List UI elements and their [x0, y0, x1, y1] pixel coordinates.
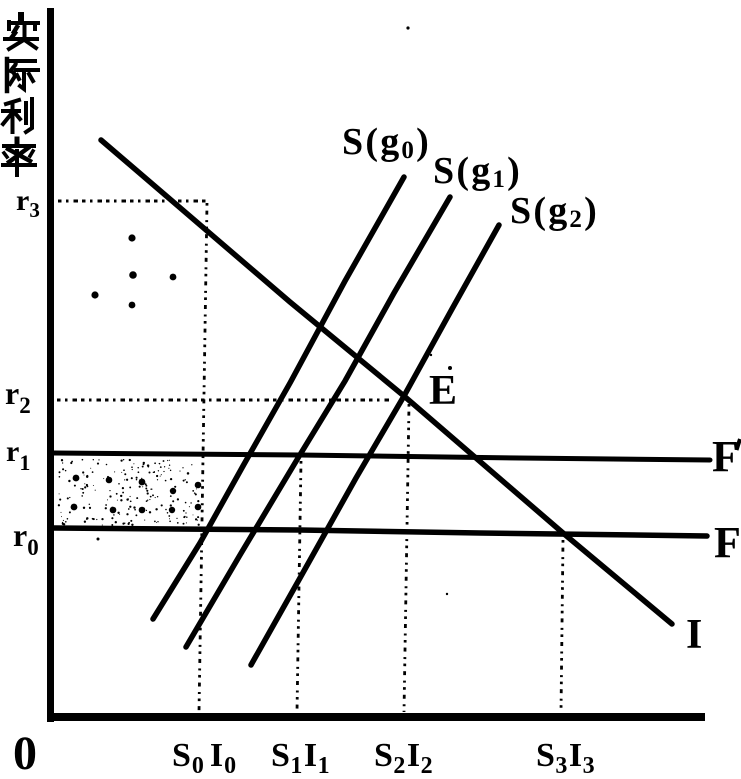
svg-text:F: F [712, 432, 739, 481]
svg-text:F: F [714, 518, 741, 567]
svg-text:E: E [429, 368, 457, 414]
svg-text:S(g0): S(g0) [342, 121, 431, 164]
svg-text:S(g1): S(g1) [433, 150, 522, 193]
svg-text:I: I [686, 612, 702, 658]
svg-text:0: 0 [13, 727, 37, 779]
svg-text:S(g2): S(g2) [510, 190, 599, 233]
